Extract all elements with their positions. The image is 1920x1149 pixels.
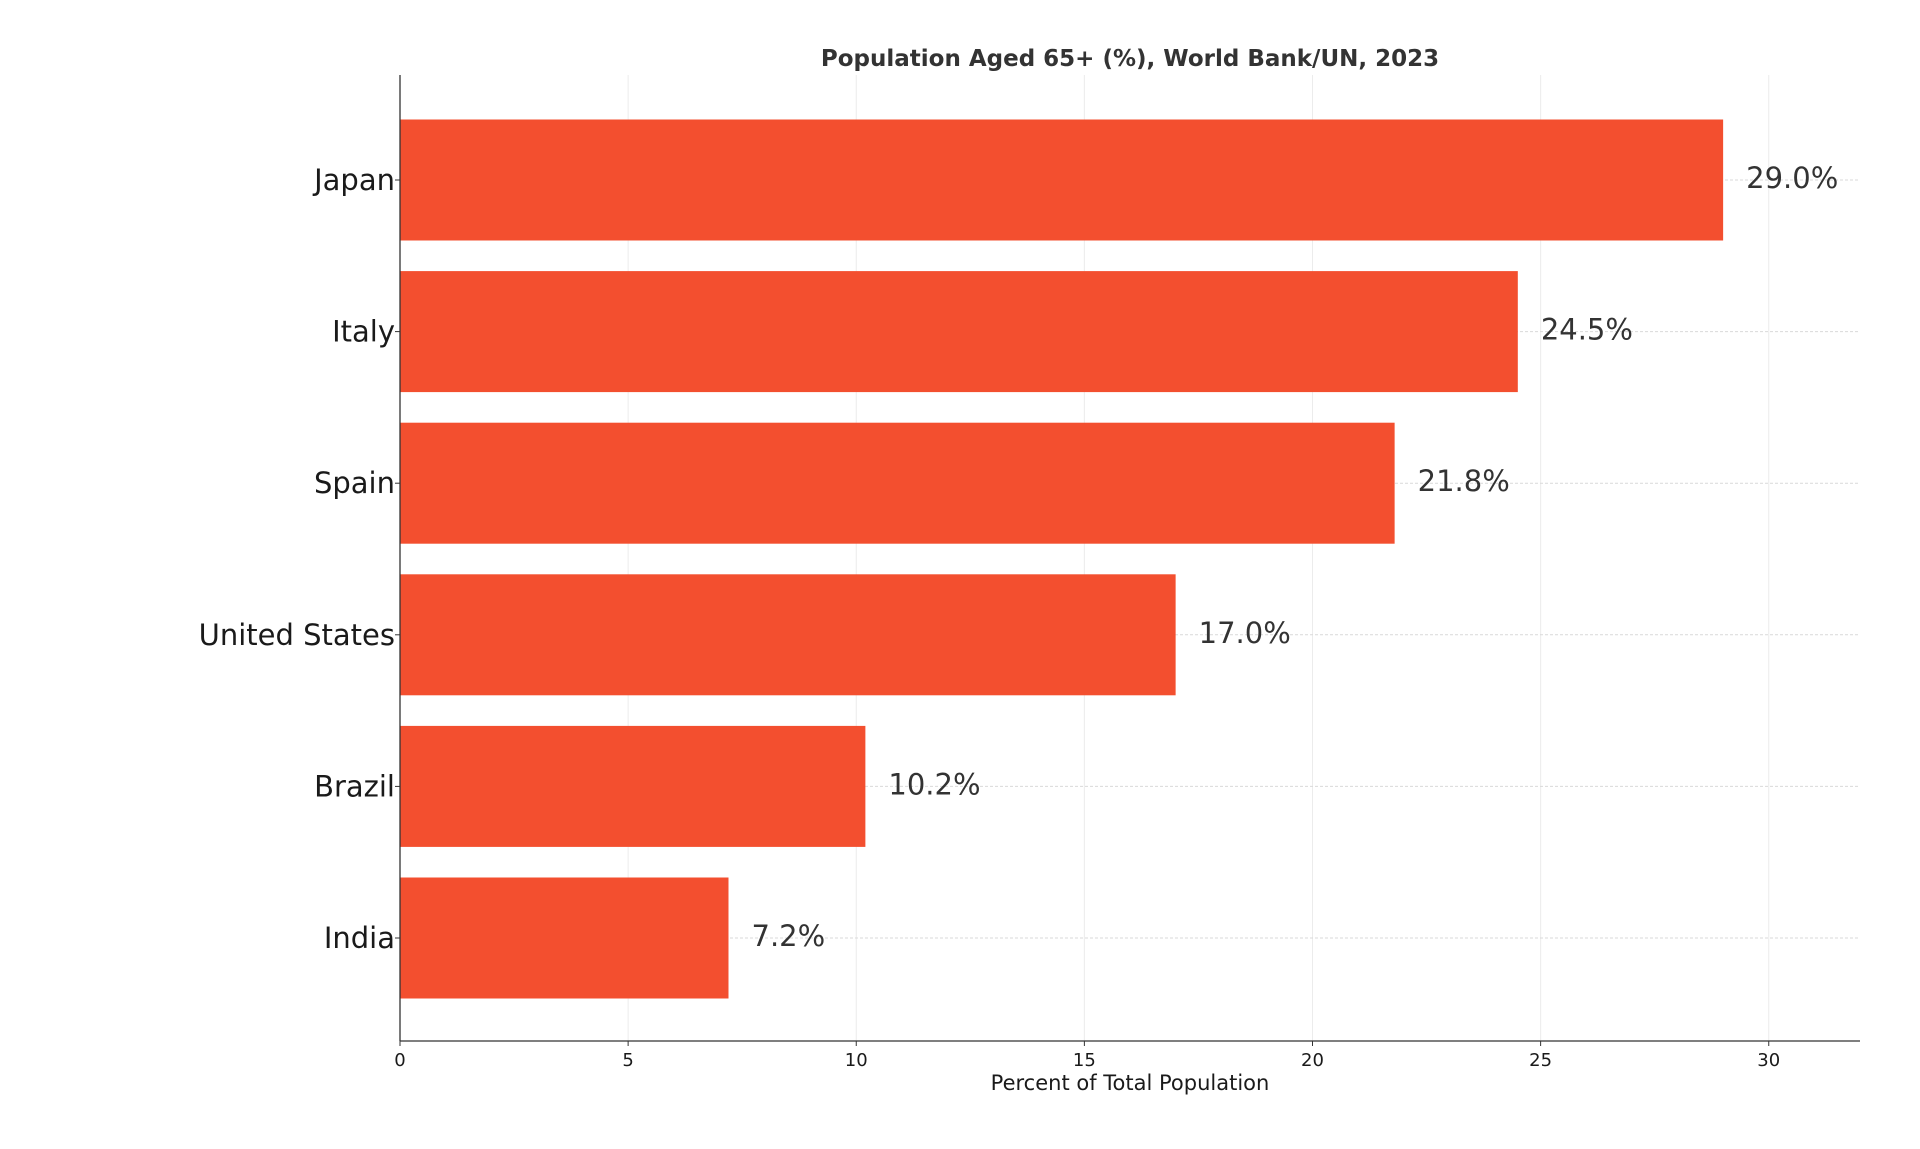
value-label: 24.5%: [1541, 313, 1633, 347]
category-label: India: [324, 921, 395, 955]
value-label: 29.0%: [1746, 161, 1838, 195]
x-tick-label: 30: [1757, 1050, 1780, 1071]
value-label: 17.0%: [1199, 616, 1291, 650]
label-layer: Japan 29.0% Italy 24.5% Spain 21.8% United Sta…: [199, 161, 1839, 1071]
x-tick-label: 10: [845, 1050, 868, 1071]
axis-layer: [395, 75, 1860, 1046]
x-tick-label: 15: [1073, 1050, 1096, 1071]
value-label: 21.8%: [1418, 464, 1510, 498]
bar: [400, 574, 1176, 696]
bar: [400, 119, 1724, 241]
x-axis-title: Percent of Total Population: [991, 1071, 1270, 1095]
x-tick-label: 20: [1301, 1050, 1324, 1071]
category-label: Japan: [312, 163, 395, 197]
bar: [400, 422, 1395, 544]
x-tick-label: 5: [622, 1050, 633, 1071]
x-tick-label: 25: [1529, 1050, 1552, 1071]
bar: [400, 271, 1518, 393]
category-label: Italy: [332, 315, 395, 349]
x-tick-label: 0: [394, 1050, 405, 1071]
category-label: Brazil: [314, 769, 395, 803]
value-label: 10.2%: [888, 767, 980, 801]
category-label: United States: [199, 618, 395, 652]
bar-layer: [400, 119, 1724, 999]
chart-title: Population Aged 65+ (%), World Bank/UN, …: [821, 46, 1439, 72]
bar: [400, 725, 866, 847]
bar: [400, 877, 729, 999]
value-label: 7.2%: [752, 919, 826, 953]
category-label: Spain: [314, 466, 395, 500]
